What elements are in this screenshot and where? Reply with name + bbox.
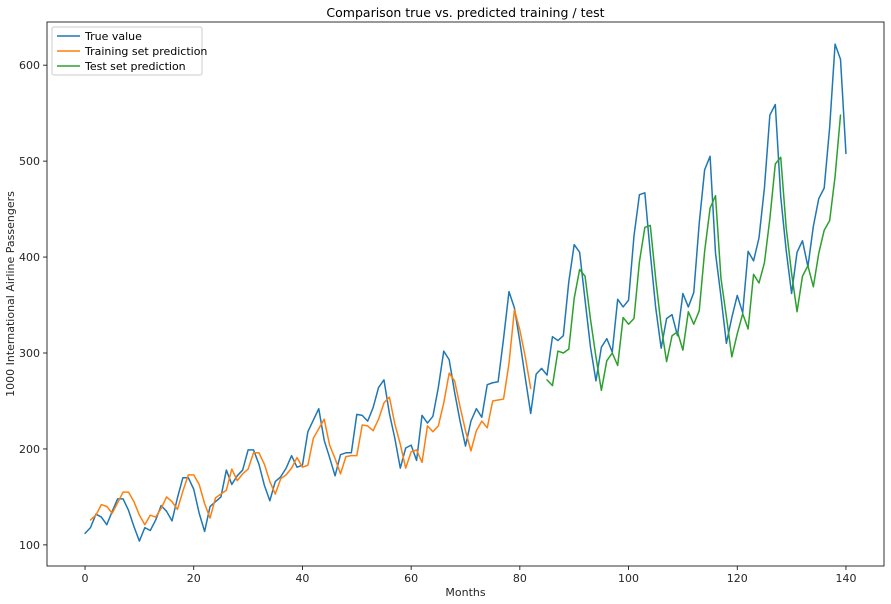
plot-area: [46, 21, 885, 567]
x-tick-label: 140: [835, 572, 856, 585]
x-tick-label: 80: [513, 572, 527, 585]
y-tick-label: 500: [19, 155, 40, 168]
x-axis: 0 20 40 60 80 100 120 140: [82, 566, 856, 585]
series-layer: [84, 43, 847, 542]
y-axis: 100 200 300 400 500 600: [19, 59, 47, 552]
x-tick-label: 40: [295, 572, 309, 585]
x-tick-label: 100: [618, 572, 639, 585]
x-axis-label: Months: [445, 586, 485, 599]
chart-title: Comparison true vs. predicted training /…: [326, 5, 604, 20]
series-line-1: [84, 43, 847, 542]
legend-label-2: Training set prediction: [84, 45, 207, 58]
y-tick-label: 400: [19, 251, 40, 264]
legend: True value Training set prediction Test se…: [51, 26, 207, 76]
x-tick-label: 20: [187, 572, 201, 585]
y-tick-label: 600: [19, 59, 40, 72]
legend-box: [51, 26, 203, 76]
series-line-3: [546, 114, 842, 392]
series-line-2: [89, 309, 532, 526]
x-tick-label: 0: [82, 572, 89, 585]
y-tick-label: 200: [19, 443, 40, 456]
y-axis-label: 1000 International Airline Passengers: [4, 191, 17, 397]
legend-label-3: Test set prediction: [84, 60, 186, 73]
x-tick-label: 60: [404, 572, 418, 585]
legend-label-1: True value: [84, 30, 142, 43]
x-tick-label: 120: [727, 572, 748, 585]
y-tick-label: 100: [19, 539, 40, 552]
y-tick-label: 300: [19, 347, 40, 360]
